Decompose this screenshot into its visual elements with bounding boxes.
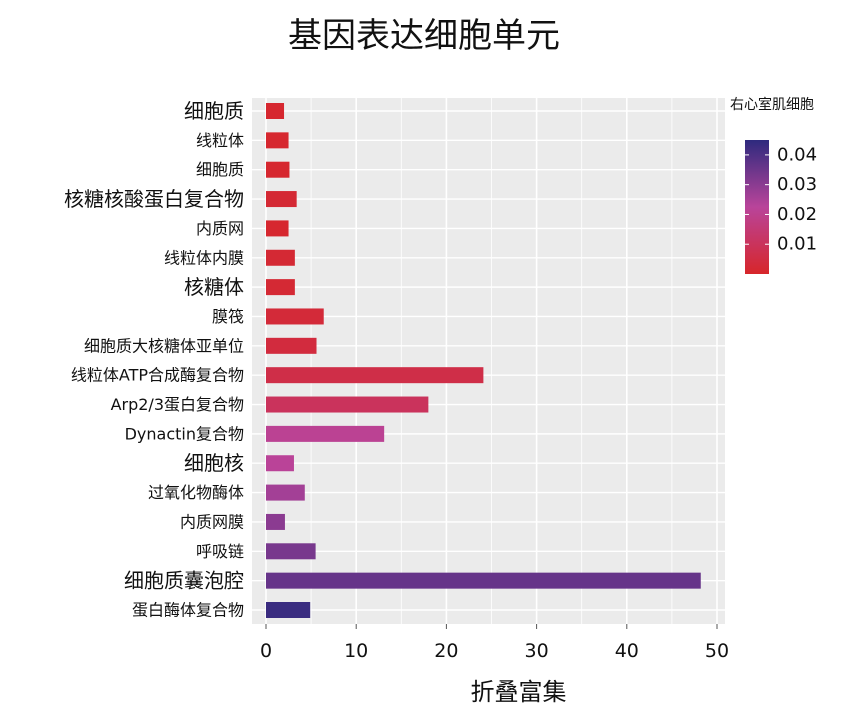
bar xyxy=(266,308,324,325)
plot-background xyxy=(252,98,725,624)
y-tick-label: 线粒体 xyxy=(196,131,244,150)
x-tick-label: 30 xyxy=(525,640,549,662)
x-tick-label: 20 xyxy=(434,640,458,662)
y-tick-label: 膜筏 xyxy=(212,307,244,326)
y-tick-label: 过氧化物酶体 xyxy=(148,483,244,502)
bar xyxy=(266,484,305,501)
bar xyxy=(266,191,297,208)
y-tick-label: 内质网 xyxy=(196,219,244,238)
bar xyxy=(266,367,484,384)
bar xyxy=(266,455,294,472)
bar xyxy=(266,543,316,560)
bar xyxy=(266,572,701,589)
y-tick-label: 核糖核酸蛋白复合物 xyxy=(64,187,244,211)
y-tick-label: 细胞质囊泡腔 xyxy=(124,569,244,593)
y-tick-label: 细胞质 xyxy=(184,99,244,123)
colorbar-tick-label: 0.02 xyxy=(777,204,817,225)
y-tick-label: 细胞质 xyxy=(196,160,244,179)
bar xyxy=(266,337,317,354)
x-tick-label: 0 xyxy=(260,640,272,662)
y-tick-label: 核糖体 xyxy=(184,275,244,299)
y-tick-label: 呼吸链 xyxy=(196,542,244,561)
y-tick-label: 内质网膜 xyxy=(180,512,244,531)
bar xyxy=(266,249,295,266)
bar xyxy=(266,425,385,442)
y-tick-label: 细胞核 xyxy=(184,451,244,475)
x-tick-label: 40 xyxy=(615,640,639,662)
legend-title: 右心室肌细胞 xyxy=(730,97,814,113)
y-tick-label: 线粒体内膜 xyxy=(164,248,244,267)
x-axis-label: 折叠富集 xyxy=(471,678,567,706)
bar xyxy=(266,132,289,149)
bar xyxy=(266,103,285,119)
y-tick-label: Dynactin复合物 xyxy=(125,424,244,443)
x-tick-label: 50 xyxy=(705,640,729,662)
bar xyxy=(266,513,285,530)
y-tick-label: Arp2/3蛋白复合物 xyxy=(111,395,244,414)
colorbar-tick-label: 0.01 xyxy=(777,234,817,255)
colorbar xyxy=(745,140,769,274)
chart-title: 基因表达细胞单元 xyxy=(288,16,560,56)
y-tick-label: 线粒体ATP合成酶复合物 xyxy=(71,366,244,385)
bar xyxy=(266,161,290,178)
y-tick-label: 细胞质大核糖体亚单位 xyxy=(84,336,244,355)
y-tick-label: 蛋白酶体复合物 xyxy=(132,601,244,620)
bar xyxy=(266,602,311,618)
bar xyxy=(266,396,429,413)
bar xyxy=(266,220,289,237)
x-tick-label: 10 xyxy=(344,640,368,662)
colorbar-tick-label: 0.04 xyxy=(777,144,817,165)
bar xyxy=(266,279,295,296)
colorbar-tick-label: 0.03 xyxy=(777,174,817,195)
